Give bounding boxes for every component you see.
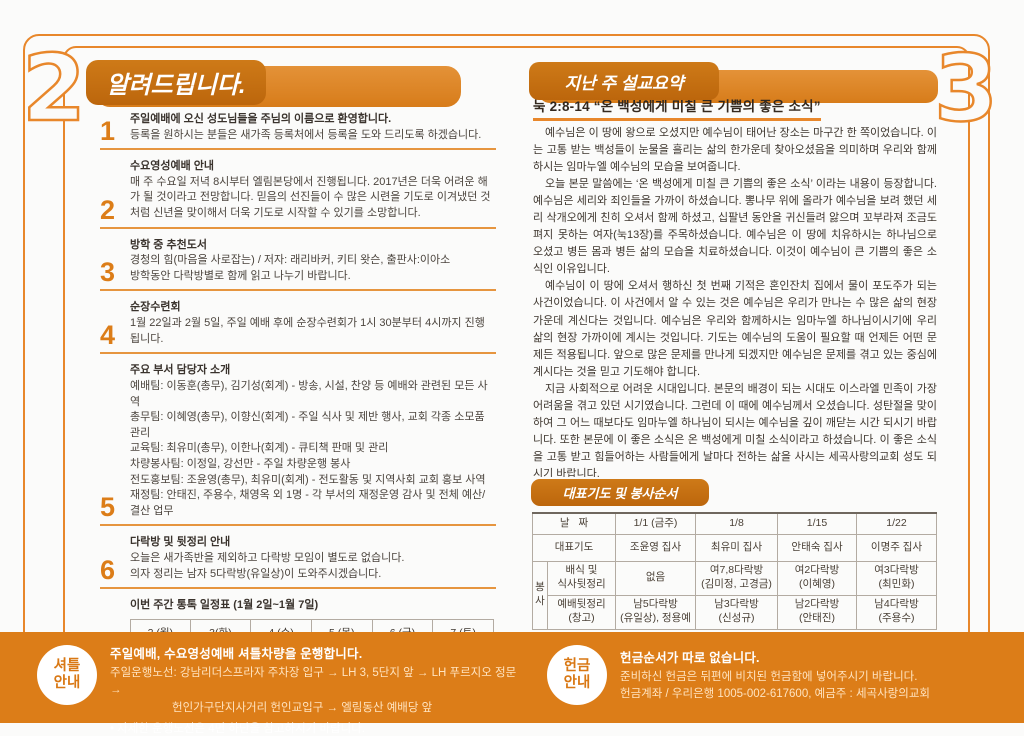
- service-cleanup-cell: 남5다락방 (유일상), 정용예: [615, 594, 697, 630]
- item-line: 등록을 원하시는 분들은 새가족 등록처에서 등록을 도와 드리도록 하겠습니다…: [130, 128, 482, 141]
- item-title: 주요 부서 담당자 소개: [130, 364, 231, 377]
- sermon-header: 지난 주 설교요약: [529, 62, 719, 100]
- item-title: 다락방 및 뒷정리 안내: [130, 536, 231, 549]
- shuttle-info: 주일예배, 수요영성예배 셔틀차량을 운행합니다. 주일운행노선: 강남리더스프…: [110, 643, 530, 736]
- footer-bar: 셔틀 안내 주일예배, 수요영성예배 셔틀차량을 운행합니다. 주일운행노선: …: [0, 632, 1024, 735]
- svg-text:2: 2: [22, 35, 86, 140]
- service-date-cell: 1/15: [777, 512, 858, 535]
- service-date-label: 날짜: [531, 512, 617, 535]
- item-line: 방학동안 다락방별로 함께 읽고 나누기 바랍니다.: [130, 269, 351, 282]
- item-number: 2: [100, 194, 116, 225]
- shuttle-note: • 자세한 운행노선은 4면 하단을 참고하시기 바랍니다.: [110, 722, 365, 735]
- service-date-row: 날짜 1/1 (금주) 1/8 1/15 1/22: [531, 512, 938, 535]
- announcement-item-1: 1 주일예배에 오신 성도님들을 주님의 이름으로 환영합니다. 등록을 원하시…: [100, 112, 496, 151]
- announcement-item-4: 4 순장수련회 1월 22일과 2월 5일, 주일 예배 후에 순장수련회가 1…: [100, 300, 496, 355]
- weekly-reading-title: 이번 주간 통톡 일정표 (1월 2일~1월 7일): [130, 599, 319, 612]
- service-meal-cell: 여3다락방 (최민화): [856, 560, 938, 596]
- service-prayer-cell: 이명주 집사: [856, 533, 938, 562]
- announcements-list: 1 주일예배에 오신 성도님들을 주님의 이름으로 환영합니다. 등록을 원하시…: [100, 112, 496, 690]
- item-line: 전도홍보팀: 조윤영(총무), 최유미(회계) - 전도활동 및 지역사회 교회…: [130, 473, 486, 486]
- sermon-paragraph: 예수님이 이 땅에 오셔서 행하신 첫 번째 기적은 혼인잔치 집에서 물이 포…: [533, 280, 937, 378]
- item-title: 수요영성예배 안내: [130, 160, 215, 173]
- item-number: 1: [100, 116, 116, 147]
- item-title: 주일예배에 오신 성도님들을 주님의 이름으로 환영합니다.: [130, 113, 392, 125]
- service-cleanup-label: 예배뒷정리 (창고): [546, 594, 617, 630]
- service-meal-label: 배식 및 식사뒷정리: [546, 560, 617, 596]
- service-prayer-row: 대표기도 조윤영 집사 최유미 집사 안태숙 집사 이명주 집사: [531, 533, 938, 562]
- announcements-header: 알려드립니다.: [86, 60, 266, 105]
- item-line: 오늘은 새가족반을 제외하고 다락방 모임이 별도로 없습니다.: [130, 552, 405, 565]
- item-line: 1월 22일과 2월 5일, 주일 예배 후에 순장수련회가 1시 30분부터 …: [130, 317, 485, 345]
- service-date-cell: 1/8: [695, 512, 779, 535]
- offering-circle-badge: 헌금 안내: [547, 645, 607, 705]
- item-line: 의자 정리는 남자 5다락방(유일상)이 도와주시겠습니다.: [130, 567, 382, 580]
- page-number-right: 3: [933, 34, 1000, 140]
- item-title: 순장수련회: [130, 301, 181, 314]
- item-number: 5: [100, 492, 116, 523]
- service-prayer-cell: 안태숙 집사: [777, 533, 858, 562]
- service-cleanup-cell: 남2다락방 (안태진): [777, 594, 858, 630]
- announcements-header-label: 알려드립니다.: [106, 72, 246, 99]
- service-group-label: 봉 사: [532, 560, 548, 630]
- sermon-header-label: 지난 주 설교요약: [564, 73, 684, 93]
- announcement-item-6: 6 다락방 및 뒷정리 안내 오늘은 새가족반을 제외하고 다락방 모임이 별도…: [100, 535, 496, 590]
- item-number: 6: [100, 555, 116, 586]
- sermon-scripture-title: 눅 2:8-14 “온 백성에게 미칠 큰 기쁨의 좋은 소식”: [533, 95, 821, 121]
- service-prayer-cell: 조윤영 집사: [615, 533, 697, 562]
- sermon-paragraph: 오늘 본문 말씀에는 ‘온 백성에게 미칠 큰 기쁨의 좋은 소식’ 이라는 내…: [533, 178, 937, 276]
- service-schedule-header-label: 대표기도 및 봉사순서: [562, 486, 678, 501]
- item-line: 재정팀: 안태진, 주용수, 채영옥 외 1명 - 각 부서의 재정운영 감사 …: [130, 489, 486, 517]
- announcement-item-2: 2 수요영성예배 안내 매 주 수요일 저녁 8시부터 엘림본당에서 진행됩니다…: [100, 159, 496, 229]
- item-line: 예배팀: 이동훈(총무), 김기성(회계) - 방송, 시설, 찬양 등 예배와…: [130, 379, 488, 408]
- service-meal-cell: 여7,8다락방 (김미정, 고경금): [695, 560, 779, 596]
- svg-text:3: 3: [934, 35, 998, 140]
- item-line: 차량봉사팀: 이정일, 강선만 - 주일 차량운행 봉사: [130, 457, 351, 470]
- sermon-paragraph: 지금 사회적으로 어려운 시대입니다. 본문의 배경이 되는 시대도 이스라엘 …: [533, 382, 937, 477]
- item-line: 매 주 수요일 저녁 8시부터 엘림본당에서 진행됩니다. 2017년은 더욱 …: [130, 175, 491, 220]
- item-number: 3: [100, 257, 116, 288]
- service-date-cell: 1/1 (금주): [615, 512, 697, 535]
- shuttle-route-line: 주일운행노선: 강남리더스프라자 주차장 입구 → LH 3, 5단지 앞 → …: [110, 667, 517, 697]
- service-cleanup-cell: 남3다락방 (신성규): [695, 594, 779, 630]
- announcement-item-5: 5 주요 부서 담당자 소개 예배팀: 이동훈(총무), 김기성(회계) - 방…: [100, 363, 496, 527]
- service-schedule-table: 날짜 1/1 (금주) 1/8 1/15 1/22 대표기도 조윤영 집사 최유…: [531, 512, 938, 630]
- item-title: 방학 중 추천도서: [130, 238, 207, 251]
- item-line: 총무팀: 이혜영(총무), 이향신(회계) - 주일 식사 및 제반 행사, 교…: [130, 411, 485, 439]
- offering-info: 헌금순서가 따로 없습니다. 준비하신 헌금은 뒤편에 비치된 헌금함에 넣어주…: [620, 647, 1016, 704]
- offering-line: 헌금계좌 / 우리은행 1005-002-617600, 예금주 : 세곡사랑의…: [620, 688, 930, 701]
- offering-line: 준비하신 헌금은 뒤편에 비치된 헌금함에 넣어주시기 바랍니다.: [620, 671, 918, 683]
- item-line: 경청의 힘(마음을 사로잡는) / 저자: 래리바커, 키티 왓슨, 출판사:이…: [130, 254, 451, 267]
- item-line: 교육팀: 최유미(총무), 이한나(회계) - 큐티책 판매 및 관리: [130, 442, 389, 455]
- service-date-cell: 1/22: [856, 512, 938, 535]
- announcement-item-3: 3 방학 중 추천도서 경청의 힘(마음을 사로잡는) / 저자: 래리바커, …: [100, 238, 496, 292]
- sermon-paragraph: 예수님은 이 땅에 왕으로 오셨지만 예수님이 태어난 장소는 마구간 한 쪽이…: [533, 127, 937, 174]
- service-cleanup-row: 예배뒷정리 (창고) 남5다락방 (유일상), 정용예 남3다락방 (신성규) …: [533, 594, 938, 630]
- service-meal-cell: 없음: [615, 560, 697, 596]
- shuttle-title: 주일예배, 수요영성예배 셔틀차량을 운행합니다.: [110, 647, 363, 661]
- offering-title: 헌금순서가 따로 없습니다.: [620, 651, 760, 665]
- shuttle-circle-badge: 셔틀 안내: [37, 645, 97, 705]
- service-meal-cell: 여2다락방 (이혜영): [777, 560, 858, 596]
- service-prayer-cell: 최유미 집사: [695, 533, 779, 562]
- service-meal-row: 봉 사 배식 및 식사뒷정리 없음 여7,8다락방 (김미정, 고경금) 여2다…: [532, 560, 938, 630]
- sermon-body: 예수님은 이 땅에 왕으로 오셨지만 예수님이 태어난 장소는 마구간 한 쪽이…: [533, 125, 937, 477]
- service-schedule-header: 대표기도 및 봉사순서: [531, 479, 709, 506]
- item-number: 4: [100, 320, 116, 351]
- service-prayer-label: 대표기도: [531, 533, 617, 562]
- shuttle-route-line: 헌인가구단지사거리 헌인교입구 → 엘림동산 예배당 앞: [172, 701, 433, 714]
- page-number-left: 2: [21, 34, 88, 140]
- service-cleanup-cell: 남4다락방 (주용수): [856, 594, 938, 630]
